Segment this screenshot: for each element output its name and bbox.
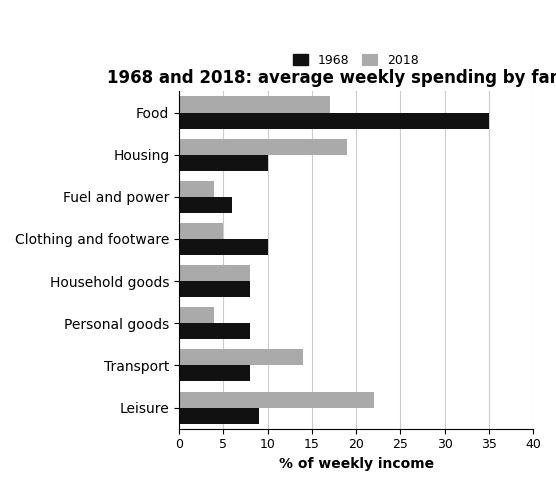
Bar: [179, 197, 232, 213]
Bar: [179, 365, 250, 382]
Bar: [179, 223, 224, 239]
Bar: [179, 181, 215, 197]
Title: 1968 and 2018: average weekly spending by families: 1968 and 2018: average weekly spending b…: [107, 69, 556, 87]
Bar: [179, 349, 303, 365]
Bar: [179, 112, 489, 128]
Bar: [179, 155, 267, 171]
Legend: 1968, 2018: 1968, 2018: [293, 54, 419, 67]
Bar: [179, 408, 259, 424]
Bar: [179, 323, 250, 339]
Bar: [179, 392, 374, 408]
Bar: [179, 281, 250, 297]
Bar: [179, 265, 250, 281]
Bar: [179, 307, 215, 323]
Bar: [179, 139, 348, 155]
Bar: [179, 239, 267, 255]
X-axis label: % of weekly income: % of weekly income: [279, 457, 434, 471]
Bar: [179, 97, 330, 112]
